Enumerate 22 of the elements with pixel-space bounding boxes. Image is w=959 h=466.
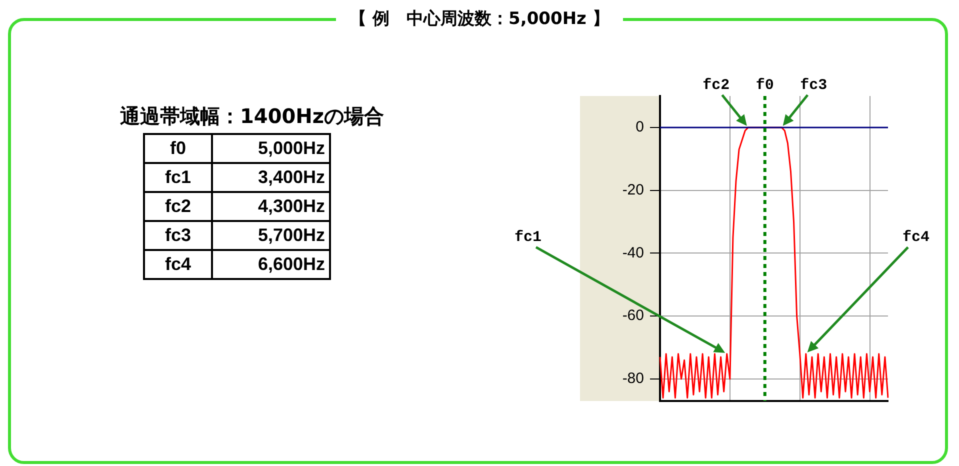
text: 通過帯域幅：1400Hzの場合 — [120, 103, 384, 130]
text: fc2 — [144, 192, 212, 221]
text: 【 例 中心周波数：5,000Hz 】 — [336, 9, 624, 29]
text: fc1 — [514, 229, 542, 246]
text: 5,700Hz — [212, 221, 330, 250]
text: fc4 — [144, 250, 212, 279]
text: fc1 — [144, 163, 212, 192]
y-tick-label: -40 — [622, 244, 644, 262]
y-tick-label: -20 — [622, 181, 644, 198]
text: 4,300Hz — [212, 192, 330, 221]
y-tick-label: 0 — [636, 118, 644, 136]
text: fc4 — [902, 229, 930, 246]
y-tick-label: -80 — [622, 370, 644, 388]
text: f0 — [756, 77, 774, 94]
text: 6,600Hz — [212, 250, 330, 279]
y-tick-label: -60 — [622, 307, 644, 324]
annotation: fc2 — [702, 77, 730, 94]
text: 3,400Hz — [212, 163, 330, 192]
text: fc3 — [144, 221, 212, 250]
text: 5,000Hz — [212, 134, 330, 163]
text: f0 — [144, 134, 212, 163]
annotation: fc3 — [800, 77, 828, 94]
